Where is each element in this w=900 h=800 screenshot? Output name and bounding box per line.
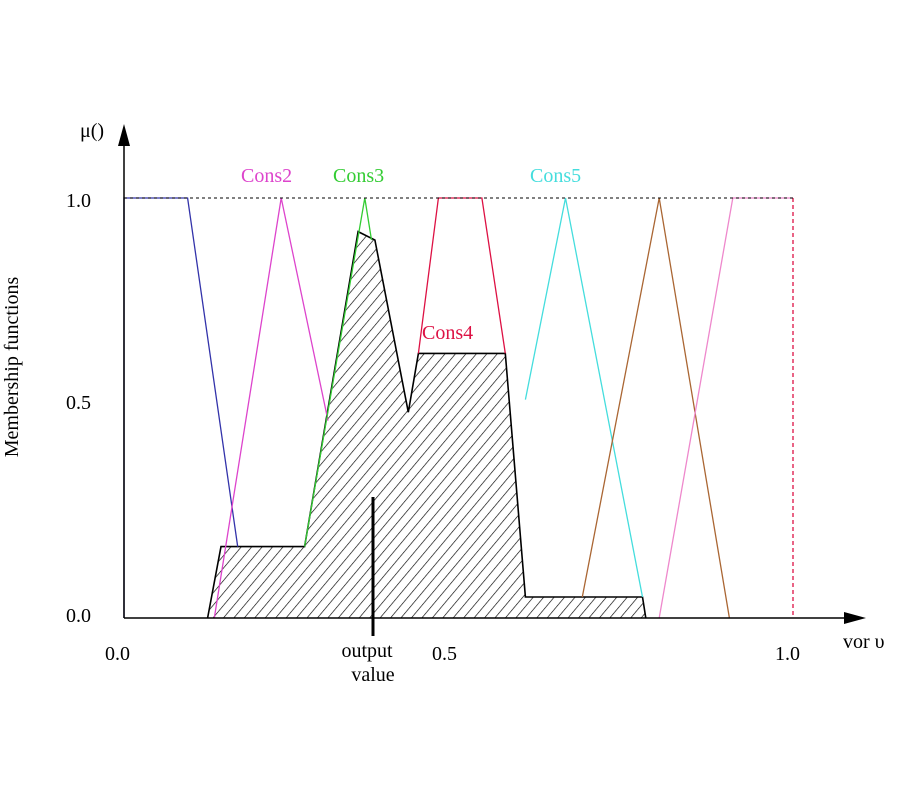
series-line-cons7 [658, 197, 793, 619]
y-axis-arrow [118, 124, 130, 146]
y-tick-label: 1.0 [66, 190, 91, 212]
x-tick-label: 0.0 [105, 643, 130, 665]
series-label-cons5: Cons5 [530, 165, 581, 187]
y-tick-label: 0.0 [66, 605, 91, 627]
x-tick-label: 0.5 [432, 643, 457, 665]
aggregate-shaded-area [207, 231, 646, 618]
y-axis-label: μ() [80, 120, 104, 142]
output-label-line1: output [341, 640, 393, 662]
series-label-cons2: Cons2 [241, 165, 292, 187]
x-axis-arrow [844, 612, 866, 624]
series-line-cons5 [524, 197, 644, 598]
x-tick-label: 1.0 [775, 643, 800, 665]
aggregate-outline [206, 230, 647, 619]
series-line-cons6 [581, 197, 731, 619]
y-axis-title: Membership functions [1, 277, 23, 458]
series-label-cons4: Cons4 [422, 322, 473, 344]
output-label-line2: value [351, 664, 394, 686]
y-tick-label: 0.5 [66, 392, 91, 414]
x-axis-label: vor υ [843, 631, 885, 653]
series-label-cons3: Cons3 [333, 165, 384, 187]
